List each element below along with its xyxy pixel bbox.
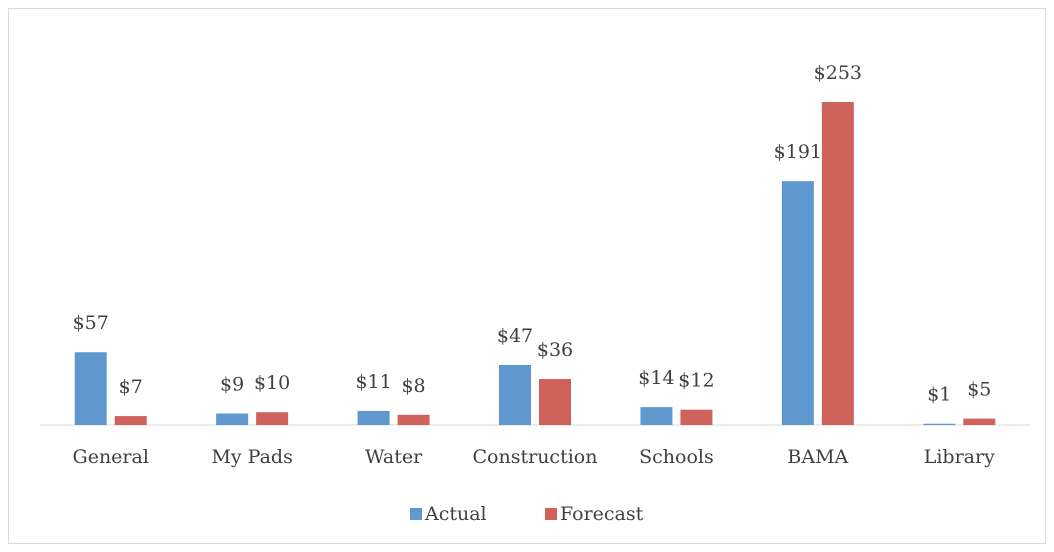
- data-label: $14: [638, 367, 674, 389]
- legend-label: Forecast: [560, 503, 644, 525]
- legend-label: Actual: [424, 503, 487, 525]
- bar: [640, 407, 673, 425]
- bar: [539, 379, 571, 425]
- data-label: $9: [220, 374, 244, 396]
- bar: [499, 364, 531, 425]
- data-label: $36: [537, 339, 573, 361]
- data-label: $47: [497, 325, 533, 347]
- bar: [357, 410, 390, 425]
- bar: [781, 181, 814, 425]
- data-label: $1: [927, 384, 951, 406]
- chart-border: [8, 8, 1046, 544]
- legend-swatch: [545, 508, 557, 520]
- data-label: $8: [401, 375, 425, 397]
- x-tick-label: My Pads: [211, 446, 292, 468]
- data-label: $12: [678, 370, 714, 392]
- data-label: $5: [967, 379, 991, 401]
- x-tick-label: Water: [365, 446, 423, 468]
- bar: [923, 423, 956, 425]
- data-label: $10: [254, 372, 290, 394]
- data-label: $57: [73, 312, 109, 334]
- x-tick-label: Library: [924, 446, 995, 468]
- bar: [680, 409, 713, 425]
- x-tick-label: Construction: [473, 446, 598, 468]
- x-tick-label: BAMA: [787, 446, 848, 468]
- bar: [114, 416, 147, 425]
- bar: [821, 102, 854, 425]
- data-label: $11: [355, 371, 391, 393]
- x-tick-label: General: [73, 446, 149, 468]
- x-tick-label: Schools: [639, 446, 714, 468]
- bar: [963, 418, 996, 425]
- bar: [216, 413, 249, 425]
- bar: [74, 352, 107, 425]
- data-label: $191: [774, 141, 822, 163]
- data-label: $253: [814, 62, 862, 84]
- legend-swatch: [410, 508, 422, 520]
- bar: [397, 414, 430, 425]
- data-label: $7: [119, 376, 143, 398]
- bar: [256, 412, 289, 425]
